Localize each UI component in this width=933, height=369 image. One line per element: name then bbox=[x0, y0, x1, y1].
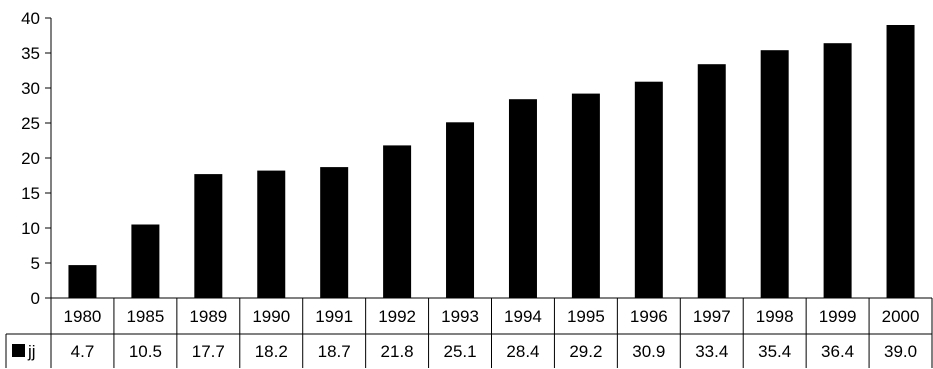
bar bbox=[194, 174, 223, 298]
category-label: 1985 bbox=[126, 307, 164, 326]
bar bbox=[508, 99, 537, 298]
y-tick-label: 25 bbox=[21, 114, 40, 133]
data-value-label: 33.4 bbox=[695, 342, 728, 361]
bar bbox=[823, 43, 852, 299]
bar bbox=[697, 64, 726, 298]
bar bbox=[131, 224, 160, 298]
data-value-label: 29.2 bbox=[569, 342, 602, 361]
category-label: 1997 bbox=[693, 307, 731, 326]
data-value-label: 36.4 bbox=[821, 342, 854, 361]
category-label: 2000 bbox=[882, 307, 920, 326]
y-axis: 0 5 10 15 20 25 30 35 40 bbox=[21, 9, 52, 368]
data-value-label: 18.7 bbox=[318, 342, 351, 361]
y-tick-label: 15 bbox=[21, 184, 40, 203]
category-label: 1980 bbox=[64, 307, 102, 326]
data-value-label: 25.1 bbox=[443, 342, 476, 361]
bar bbox=[571, 93, 600, 298]
category-label: 1989 bbox=[189, 307, 227, 326]
data-value-label: 39.0 bbox=[884, 342, 917, 361]
category-label: 1990 bbox=[252, 307, 290, 326]
bar bbox=[446, 122, 475, 298]
data-value-label: 35.4 bbox=[758, 342, 791, 361]
legend-swatch bbox=[12, 344, 25, 357]
y-tick-label: 30 bbox=[21, 79, 40, 98]
data-value-label: 4.7 bbox=[71, 342, 95, 361]
category-label: 1993 bbox=[441, 307, 479, 326]
bar bbox=[320, 167, 349, 298]
data-value-label: 17.7 bbox=[192, 342, 225, 361]
data-value-label: 21.8 bbox=[381, 342, 414, 361]
y-tick-label: 35 bbox=[21, 44, 40, 63]
bar bbox=[760, 50, 789, 299]
data-value-label: 10.5 bbox=[129, 342, 162, 361]
category-label: 1996 bbox=[630, 307, 668, 326]
y-tick-label: 5 bbox=[31, 254, 40, 273]
y-tick-label: 20 bbox=[21, 149, 40, 168]
category-label: 1995 bbox=[567, 307, 605, 326]
bar bbox=[886, 25, 915, 298]
y-tick-label: 40 bbox=[21, 9, 40, 28]
bars bbox=[68, 25, 915, 299]
bar bbox=[257, 170, 286, 298]
legend-series-name: jj bbox=[27, 342, 36, 361]
category-label: 1991 bbox=[315, 307, 353, 326]
data-value-label: 28.4 bbox=[506, 342, 539, 361]
data-value-label: 18.2 bbox=[255, 342, 288, 361]
category-label: 1999 bbox=[819, 307, 857, 326]
category-label: 1998 bbox=[756, 307, 794, 326]
category-label: 1992 bbox=[378, 307, 416, 326]
bar bbox=[383, 145, 412, 298]
y-tick-label: 0 bbox=[31, 289, 40, 308]
y-tick-label: 10 bbox=[21, 219, 40, 238]
data-table: 1980 4.7 1985 10.5 1989 17.7 1990 18.2 1991 18.7 1… bbox=[5, 297, 933, 368]
data-value-label: 30.9 bbox=[632, 342, 665, 361]
bar bbox=[634, 81, 663, 298]
bar bbox=[68, 265, 97, 298]
category-label: 1994 bbox=[504, 307, 542, 326]
